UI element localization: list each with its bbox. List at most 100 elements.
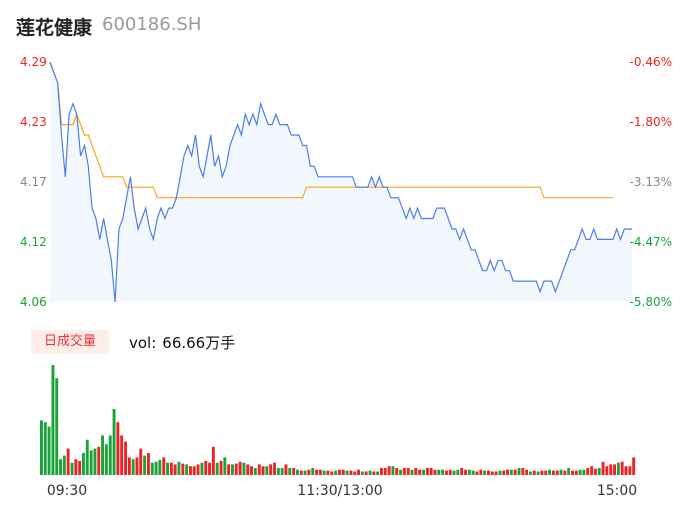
volume-bar [238,461,242,475]
volume-bar [429,468,433,475]
volume-bar [609,464,613,475]
volume-readout: vol: 66.66万手 [129,332,235,353]
volume-bars-layer [40,365,636,475]
volume-bar [51,365,55,475]
volume-bar [487,470,490,475]
volume-bar [288,468,292,475]
volume-bar [120,435,124,475]
volume-bar [563,470,567,475]
right-axis-tick: -0.46% [630,55,672,69]
volume-bar [318,469,322,475]
volume-bar [135,457,139,475]
volume-bar [261,466,265,475]
time-axis-tick: 11:30/13:00 [297,483,382,499]
volume-bar [82,453,85,475]
right-axis-tick: -5.80% [630,295,672,309]
volume-bar [360,471,364,475]
volume-bar [227,464,231,475]
volume-bar [624,466,628,475]
volume-bar [471,470,475,475]
volume-bar [364,471,368,475]
volume-bar [590,466,594,475]
volume-bar [433,469,437,475]
volume-bar [448,469,452,475]
volume-bar [594,468,597,475]
volume-bar [326,470,330,475]
volume-bar [280,468,284,475]
volume-bar [219,460,223,475]
volume-bar [613,464,616,475]
volume-bar [582,469,586,475]
volume-tab-badge[interactable]: 日成交量 [31,330,109,354]
volume-bar [85,439,89,475]
volume-bar [234,463,238,475]
volume-bar [311,468,315,475]
volume-bar [372,471,376,475]
volume-bar [330,471,334,475]
volume-bar [265,466,269,475]
time-axis-labels: 09:30 11:30/13:00 15:00 [47,483,637,499]
volume-bar [437,469,441,475]
volume-bar [479,469,483,475]
volume-bar [200,462,204,475]
volume-bar [322,470,326,475]
volume-bar [490,471,494,475]
volume-bar [357,469,360,475]
volume-bar [532,470,536,475]
volume-bar [253,468,257,475]
volume-bar [513,469,517,475]
volume-bar [124,441,127,475]
volume-bar [494,471,498,475]
volume-bar [257,464,261,475]
left-axis-tick: 4.23 [20,115,47,129]
volume-bar [112,409,116,475]
volume-bar [632,457,636,475]
volume-bar [211,446,215,475]
volume-bar [127,457,131,475]
volume-bar [387,466,391,475]
volume-bar [242,462,246,475]
time-axis-tick: 09:30 [47,483,87,499]
volume-bar [196,464,200,475]
left-axis-tick: 4.17 [20,175,47,189]
right-axis-tick: -4.47% [630,235,672,249]
volume-bar [551,470,555,475]
volume-bar [66,448,70,475]
volume-bar [131,459,135,475]
volume-bar [208,462,211,475]
price-lines-layer [49,61,632,303]
volume-bar [78,460,82,475]
volume-bar [250,466,253,475]
volume-bar [353,471,357,475]
volume-bar [464,469,467,475]
left-axis-tick: 4.06 [20,295,47,309]
volume-bar [555,470,559,475]
volume-bar [414,468,418,475]
volume-bar [410,469,414,475]
volume-bar [62,455,66,475]
volume-bar [147,453,150,475]
volume-bar [498,470,502,475]
average-price-line [49,61,613,199]
volume-bar [169,462,173,475]
volume-bar [315,469,318,475]
volume-bar [483,470,487,475]
volume-bar [299,470,303,475]
volume-bar [43,422,47,475]
volume-bar [338,469,341,475]
volume-bar [89,450,93,475]
volume-bar [605,466,609,475]
volume-bar [452,470,456,475]
volume-bar [177,461,181,475]
volume-bar [166,462,169,475]
volume-bar [296,469,299,475]
volume-bar [418,469,422,475]
volume-bar [395,468,399,475]
volume-bar [116,422,120,475]
volume-bar [158,460,162,475]
volume-bar [284,464,288,475]
volume-bar [571,470,574,475]
volume-bar [506,469,509,475]
volume-bar [399,469,402,475]
